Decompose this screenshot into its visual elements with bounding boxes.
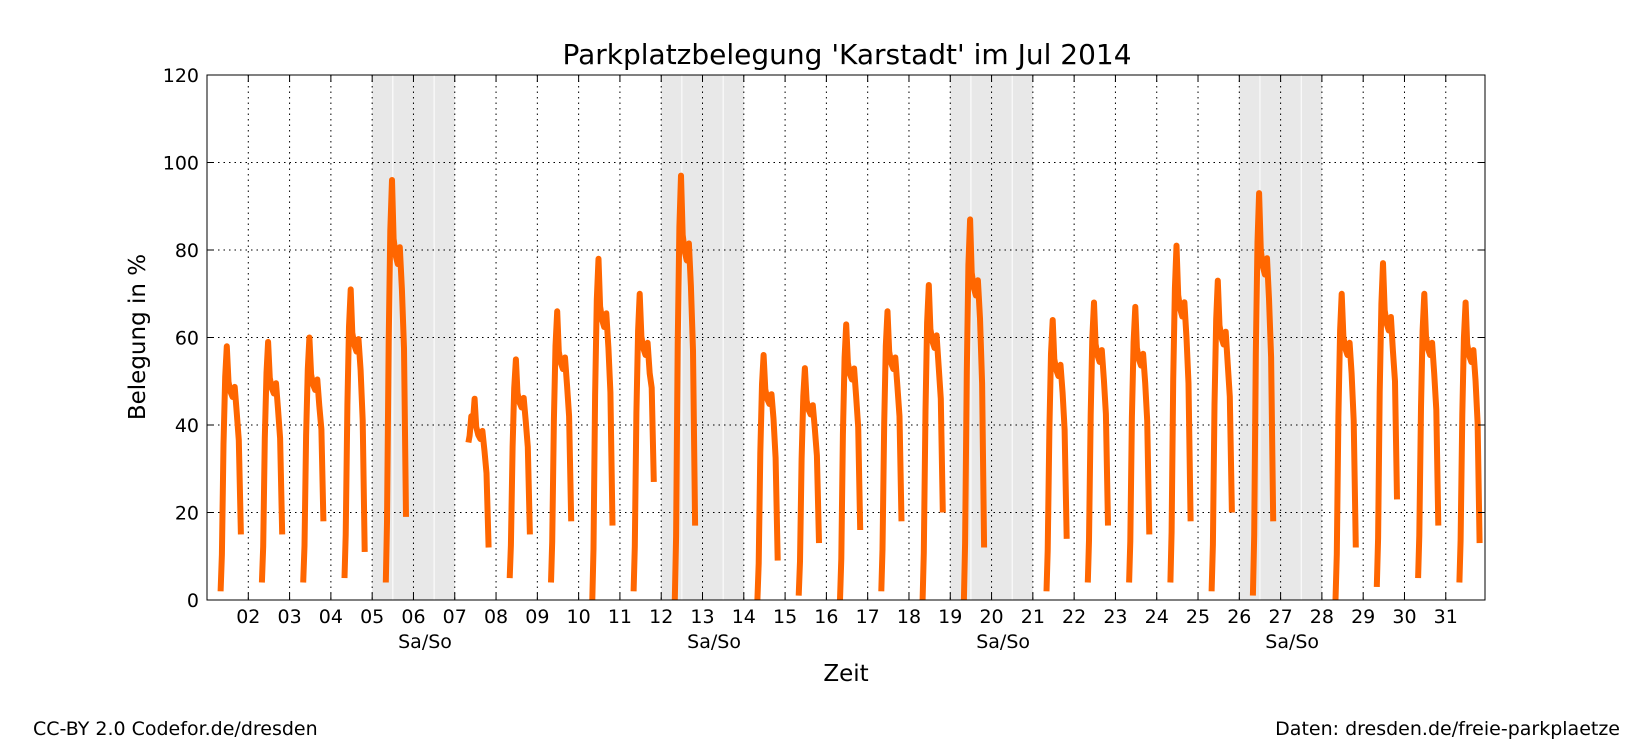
- license-note: CC-BY 2.0 Codefor.de/dresden: [33, 718, 318, 740]
- daily-occupancy-curve: [919, 282, 946, 601]
- weekend-label: Sa/So: [1265, 631, 1319, 653]
- x-tick-label: 27: [1269, 606, 1293, 628]
- daily-occupancy-curve: [795, 365, 822, 596]
- x-tick-label: 14: [732, 606, 756, 628]
- y-axis-label: Belegung in %: [125, 254, 151, 420]
- x-tick-label: 15: [773, 606, 797, 628]
- x-axis-ticks: 02 03 04 05 06 07 08 09 10 11 12 13 14 15 16 17 18 19 20 21…: [236, 75, 1458, 653]
- x-tick-label: 26: [1227, 606, 1251, 628]
- y-tick-label: 60: [175, 328, 199, 350]
- x-tick-label: 08: [484, 606, 508, 628]
- x-tick-label: 25: [1186, 606, 1210, 628]
- daily-occupancy-curve: [671, 172, 699, 601]
- daily-occupancy-curve: [258, 338, 286, 583]
- y-tick-label: 40: [175, 415, 199, 437]
- weekend-label: Sa/So: [687, 631, 741, 653]
- x-tick-label: 21: [1021, 606, 1045, 628]
- x-tick-label: 17: [856, 606, 880, 628]
- x-tick-label: 11: [608, 606, 632, 628]
- daily-occupancy-curve: [589, 255, 616, 601]
- x-tick-label: 04: [319, 606, 343, 628]
- daily-occupancy-curve: [878, 308, 905, 592]
- daily-occupancy-curve: [1373, 260, 1400, 587]
- daily-occupancy-curve: [1126, 303, 1153, 583]
- weekend-label: Sa/So: [398, 631, 452, 653]
- daily-occupancy-curve: [754, 352, 781, 601]
- x-tick-label: 30: [1392, 606, 1416, 628]
- x-tick-label: 23: [1103, 606, 1127, 628]
- y-tick-label: 120: [163, 65, 199, 87]
- x-tick-label: 05: [360, 606, 384, 628]
- x-tick-label: 28: [1310, 606, 1334, 628]
- y-tick-label: 80: [175, 240, 199, 262]
- x-tick-label: 24: [1145, 606, 1169, 628]
- x-tick-label: 02: [236, 606, 260, 628]
- chart-title: Parkplatzbelegung 'Karstadt' im Jul 2014: [562, 38, 1131, 71]
- daily-occupancy-curve: [382, 177, 409, 583]
- y-tick-label: 0: [187, 590, 199, 612]
- data-source-note: Daten: dresden.de/freie-parkplaetze: [1275, 718, 1620, 740]
- daily-occupancy-curve: [341, 286, 368, 579]
- daily-occupancy-curve: [960, 216, 988, 601]
- daily-occupancy-curve: [1167, 242, 1194, 583]
- x-tick-label: 31: [1434, 606, 1458, 628]
- x-tick-label: 16: [814, 606, 838, 628]
- x-tick-label: 22: [1062, 606, 1086, 628]
- x-tick-label: 19: [938, 606, 962, 628]
- y-tick-label: 20: [175, 503, 199, 525]
- daily-occupancy-curve: [506, 356, 533, 579]
- daily-occupancy-curve: [1332, 290, 1359, 601]
- daily-occupancy-curve: [1208, 277, 1235, 592]
- daily-occupancy-curve: [1415, 290, 1442, 579]
- daily-occupancy-curve: [630, 290, 657, 592]
- x-tick-label: 03: [277, 606, 301, 628]
- daily-occupancy-curve: [1084, 299, 1111, 583]
- y-tick-label: 100: [163, 153, 199, 175]
- x-tick-label: 13: [690, 606, 714, 628]
- x-axis-label: Zeit: [823, 661, 868, 687]
- x-tick-label: 06: [401, 606, 425, 628]
- daily-occupancy-curve: [465, 395, 492, 548]
- weekend-label: Sa/So: [976, 631, 1030, 653]
- daily-occupancy-curve: [1456, 299, 1483, 583]
- x-tick-label: 20: [979, 606, 1003, 628]
- daily-occupancy-curve: [217, 343, 244, 592]
- occupancy-series: [217, 172, 1483, 601]
- daily-occupancy-curve: [1043, 317, 1070, 592]
- daily-occupancy-curve: [837, 321, 864, 601]
- x-tick-label: 12: [649, 606, 673, 628]
- y-axis-ticks: 0 20 40 60 80 100 120: [163, 65, 1485, 612]
- x-tick-label: 09: [525, 606, 549, 628]
- daily-occupancy-curve: [1249, 190, 1277, 596]
- x-tick-label: 29: [1351, 606, 1375, 628]
- daily-occupancy-curve: [548, 308, 575, 583]
- x-tick-label: 18: [897, 606, 921, 628]
- x-tick-label: 10: [567, 606, 591, 628]
- daily-occupancy-curve: [300, 334, 327, 583]
- x-tick-label: 07: [443, 606, 467, 628]
